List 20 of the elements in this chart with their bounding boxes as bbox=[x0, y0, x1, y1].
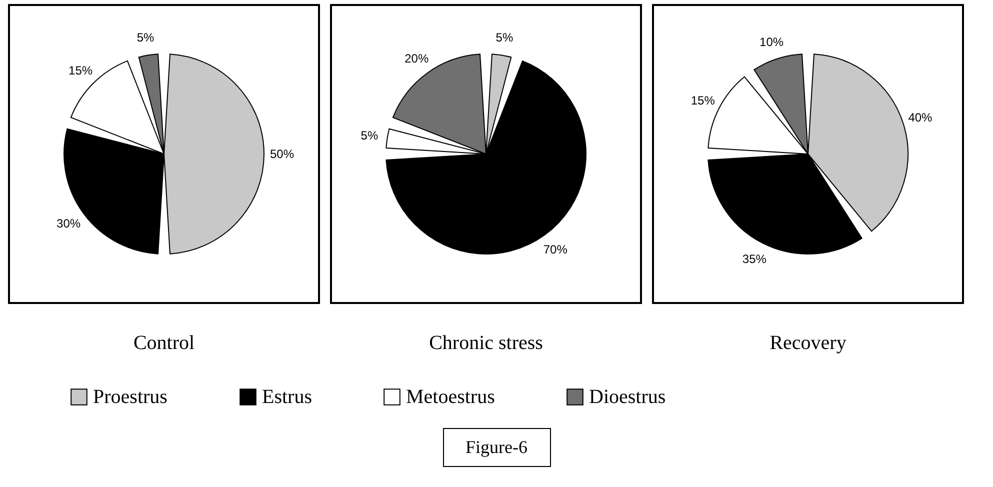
text: Figure-6 bbox=[442, 428, 550, 467]
data-label: 40% bbox=[908, 110, 933, 125]
data-label: 15% bbox=[690, 93, 716, 108]
data-label: 10% bbox=[760, 34, 784, 49]
text: Chronic stress bbox=[429, 332, 544, 354]
data-label: 5% bbox=[360, 128, 378, 143]
legend-label: Metoestrus bbox=[406, 386, 496, 408]
data-label: 35% bbox=[742, 252, 767, 266]
data-label: 20% bbox=[404, 52, 429, 66]
text: Control bbox=[133, 332, 195, 354]
legend-label: Estrus bbox=[262, 386, 312, 408]
legend-label: Dioestrus bbox=[589, 386, 666, 408]
data-label: 30% bbox=[56, 216, 81, 230]
data-label: 15% bbox=[68, 64, 93, 78]
data-label: 70% bbox=[543, 242, 568, 256]
data-label: 5% bbox=[496, 30, 514, 44]
data-label: 50% bbox=[270, 147, 294, 161]
legend-label: Proestrus bbox=[93, 386, 168, 408]
text: Recovery bbox=[770, 332, 846, 354]
data-label: 5% bbox=[136, 30, 155, 44]
